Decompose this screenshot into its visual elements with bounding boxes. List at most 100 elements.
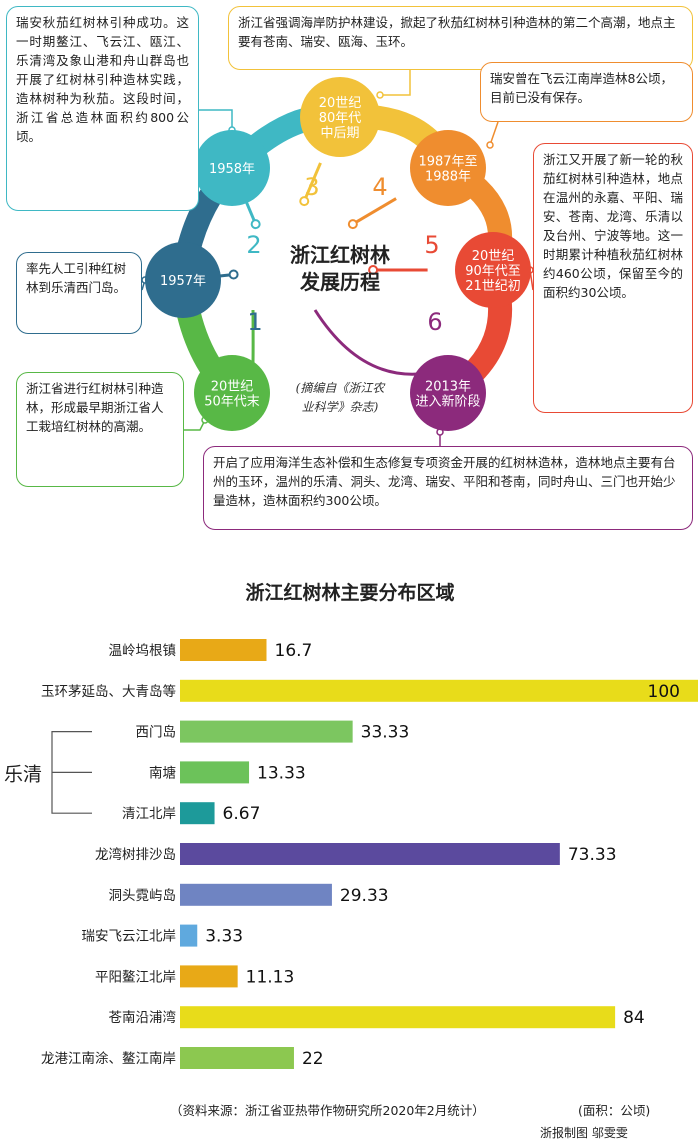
- callout-box: 率先人工引种红树林到乐清西门岛。: [16, 252, 142, 334]
- stage-circle: [410, 130, 486, 206]
- sector-number: 6: [427, 308, 442, 336]
- bar-chart: 温岭坞根镇 16.7 玉环茅延岛、大青岛等 100 西门岛 33.33 南塘 13.33 清江北…: [4, 639, 698, 1069]
- value-label: 16.7: [275, 641, 313, 661]
- stage-label: 中后期: [320, 126, 359, 141]
- bar: [180, 802, 215, 825]
- stage-label: 1958年: [209, 162, 255, 177]
- value-label: 73.33: [568, 845, 617, 865]
- spoke-dot: [347, 219, 358, 230]
- source-note: （资料来源：浙江省亚热带作物研究所2020年2月统计）: [170, 1103, 485, 1118]
- stage-label: 20世纪: [472, 249, 515, 264]
- category-label: 西门岛: [136, 725, 177, 741]
- center-title-line: 发展历程: [299, 270, 380, 294]
- callout-box: 瑞安曾在飞云江南岸造林8公顷，目前已没有保存。: [480, 62, 693, 122]
- sector-number: 4: [372, 173, 387, 201]
- stage-label: 20世纪: [211, 380, 254, 395]
- bar: [180, 883, 332, 906]
- bar: [180, 679, 698, 702]
- sector-numbers: 1 2 3 4 5 6: [246, 173, 442, 336]
- stage-label: 1988年: [425, 170, 471, 185]
- stage-circle: [300, 77, 380, 157]
- spoke: [302, 162, 322, 202]
- connector-dot: [376, 91, 384, 99]
- chart-title: 浙江红树林主要分布区域: [245, 582, 455, 604]
- category-label: 龙港江南涂、鳌江南岸: [41, 1050, 176, 1067]
- stage-node: 1957年: [145, 242, 221, 318]
- bar: [180, 1047, 294, 1069]
- stage-label: 21世纪初: [465, 279, 521, 294]
- timeline-nodes: 20世纪50年代末1957年1958年20世纪80年代中后期1987年至1988…: [145, 77, 531, 431]
- sector-number: 5: [424, 231, 439, 259]
- unit-note: (面积：公顷): [578, 1103, 651, 1118]
- spoke-dot: [228, 269, 239, 280]
- credit: 浙报制图 邬雯雯: [540, 1126, 628, 1140]
- spoke-dot: [299, 196, 310, 207]
- group-bracket: [51, 731, 92, 814]
- bar: [180, 843, 560, 865]
- callout-box: 浙江省强调海岸防护林建设，掀起了秋茄红树林引种造林的第二个高潮，地点主要有苍南、…: [228, 6, 693, 70]
- category-label: 南塘: [149, 765, 176, 781]
- stage-label: 80年代: [319, 111, 362, 126]
- stage-label: 90年代至: [465, 264, 521, 279]
- spoke: [313, 309, 429, 376]
- bar: [180, 924, 198, 947]
- spoke-dot: [368, 265, 379, 275]
- value-label: 6.67: [223, 804, 261, 824]
- category-label: 洞头霓屿岛: [109, 888, 177, 904]
- group-label: 乐清: [4, 763, 42, 785]
- sector-number: 1: [247, 308, 262, 336]
- callout-box: 瑞安秋茄红树林引种成功。这一时期鳌江、飞云江、瓯江、乐清湾及象山港和舟山群岛也开…: [6, 6, 199, 211]
- category-label: 瑞安飞云江北岸: [82, 929, 177, 945]
- value-label: 84: [623, 1008, 645, 1028]
- category-label: 平阳鳌江北岸: [95, 968, 176, 985]
- stage-label: 进入新阶段: [415, 394, 480, 410]
- stage-node: 1958年: [194, 130, 270, 206]
- source-quote-line: (摘编自《浙江农: [296, 381, 387, 395]
- stage-label: 50年代末: [204, 395, 260, 410]
- category-label: 清江北岸: [122, 806, 176, 822]
- callout-box: 开启了应用海洋生态补偿和生态修复专项资金开展的红树林造林，造林地点主要有台州的玉…: [203, 446, 693, 530]
- stage-label: 2013年: [425, 380, 471, 395]
- callout-box: 浙江省进行红树林引种造林，形成最早期浙江省人工栽培红树林的高潮。: [16, 372, 184, 487]
- value-label: 22: [302, 1049, 324, 1069]
- value-label: 29.33: [340, 886, 389, 906]
- bar: [180, 761, 250, 784]
- stage-label: 1987年至: [418, 155, 477, 170]
- value-label: 13.33: [257, 763, 306, 783]
- center-title-line: 浙江红树林: [290, 243, 390, 267]
- value-label: 3.33: [205, 927, 243, 947]
- stage-circle: [194, 355, 270, 431]
- bar: [180, 720, 353, 743]
- bar: [180, 639, 267, 661]
- stage-circle: [194, 130, 270, 206]
- spoke: [352, 197, 397, 226]
- category-label: 温岭坞根镇: [109, 643, 177, 659]
- source-quote-line: 业科学》杂志): [302, 400, 379, 414]
- callout-connector: [199, 109, 233, 130]
- connector-dot: [486, 141, 494, 149]
- stage-label: 1957年: [160, 274, 206, 289]
- stage-label: 20世纪: [319, 96, 362, 111]
- value-label: 33.33: [361, 723, 410, 743]
- spoke-dot: [250, 219, 261, 230]
- stage-circle: [410, 355, 486, 431]
- callout-box: 浙江又开展了新一轮的秋茄红树林引种造林，地点在温州的永嘉、平阳、瑞安、苍南、龙湾…: [533, 143, 693, 413]
- callout-connector: [489, 121, 499, 146]
- bar: [180, 965, 238, 988]
- callout-connector: [380, 70, 411, 96]
- value-label: 11.13: [246, 967, 295, 987]
- development-infographic: 20世纪50年代末1957年1958年20世纪80年代中后期1987年至1988…: [141, 70, 534, 446]
- value-label: 100: [648, 682, 680, 702]
- category-label: 龙湾树排沙岛: [95, 846, 176, 863]
- stage-circle: [145, 242, 221, 318]
- sector-number: 3: [304, 173, 319, 201]
- category-label: 玉环茅延岛、大青岛等: [41, 683, 176, 700]
- bar: [180, 1006, 616, 1029]
